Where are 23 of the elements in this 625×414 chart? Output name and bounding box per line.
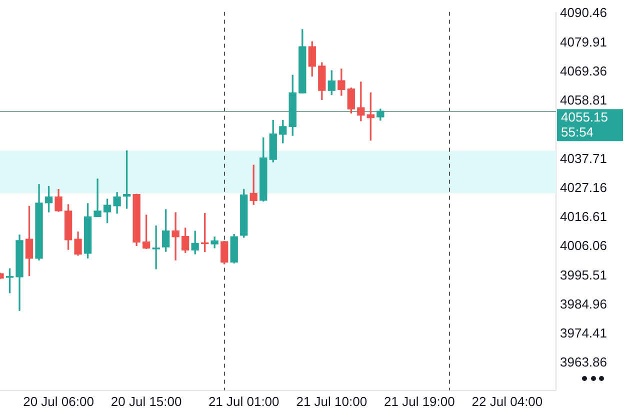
y-tick-label: 3984.96 bbox=[560, 296, 607, 312]
x-tick-label: 21 Jul 01:00 bbox=[208, 394, 280, 409]
y-tick-label: 3995.51 bbox=[560, 267, 607, 282]
y-tick-label: 3974.41 bbox=[560, 326, 607, 341]
y-tick-label: 4079.91 bbox=[560, 34, 607, 50]
ref-line-label: 4055.15 bbox=[561, 110, 608, 125]
x-tick-label: 21 Jul 19:00 bbox=[384, 394, 455, 409]
y-tick-label: 3963.86 bbox=[560, 354, 607, 370]
candlestick bbox=[94, 178, 102, 218]
candlestick bbox=[172, 212, 180, 260]
text: 55:54 bbox=[561, 124, 594, 140]
y-tick-label: 4058.81 bbox=[560, 92, 607, 108]
x-tick-label: 20 Jul 15:00 bbox=[110, 394, 182, 409]
x-tick-label: 21 Jul 10:00 bbox=[296, 394, 368, 409]
y-tick-label: 4027.16 bbox=[560, 180, 607, 195]
y-tick-label: 4016.61 bbox=[560, 209, 607, 224]
y-tick-label: 4006.06 bbox=[560, 238, 607, 254]
y-tick-label: 4090.46 bbox=[560, 5, 607, 20]
y-tick-label: 4069.36 bbox=[560, 63, 607, 78]
candlestick bbox=[152, 225, 160, 270]
y-tick-label: 4037.71 bbox=[560, 150, 607, 166]
x-tick-label: 20 Jul 06:00 bbox=[23, 394, 94, 409]
x-tick-label: 22 Jul 04:00 bbox=[472, 394, 543, 409]
